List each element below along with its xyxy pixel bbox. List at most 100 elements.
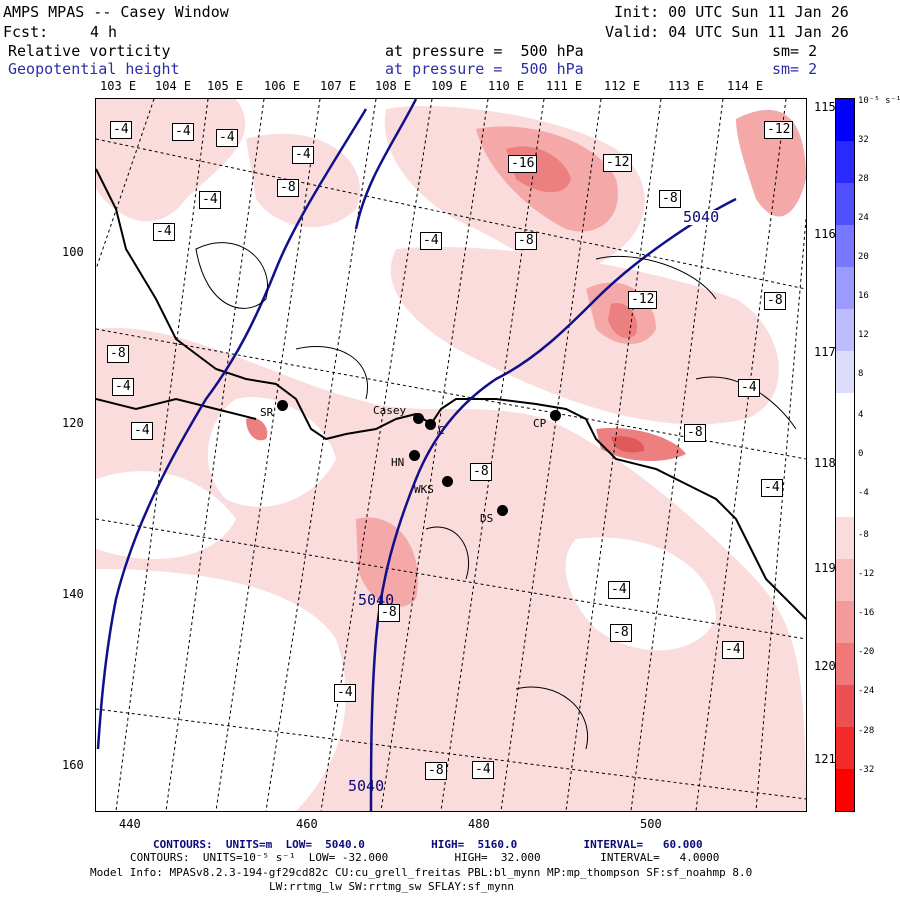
contour-label: -8 [470, 463, 492, 481]
contour-label: -4 [172, 123, 194, 141]
contour-label: -16 [508, 155, 538, 173]
top-lon-label: 105 E [207, 79, 244, 93]
top-lon-label: 107 E [320, 79, 357, 93]
left-axis-tick: 100 [62, 245, 84, 259]
colorbar-unit: 10⁻⁵ s⁻¹ [858, 96, 900, 106]
colorbar-label: -4 [858, 488, 869, 498]
top-lon-label: 111 E [546, 79, 583, 93]
contour-label: -8 [515, 232, 537, 250]
colorbar-label: -28 [858, 726, 875, 736]
top-lon-label: 103 E [100, 79, 137, 93]
contour-label: -8 [659, 190, 681, 208]
height-contour-label: 5040 [348, 777, 385, 795]
contour-label: -8 [277, 179, 299, 197]
colorbar-label: -20 [858, 647, 875, 657]
cbar-swatch [836, 309, 854, 351]
init-time: Init: 00 UTC Sun 11 Jan 26 [614, 3, 849, 21]
cbar-swatch [836, 601, 854, 643]
station-marker[interactable] [442, 476, 453, 487]
field2-smoothing: sm= 2 [772, 60, 818, 78]
colorbar-label: 20 [858, 252, 869, 262]
contour-label: -8 [107, 345, 129, 363]
height-contour-label: 5040 [683, 208, 720, 226]
contour-label: -4 [110, 121, 132, 139]
cbar-swatch [836, 727, 854, 769]
colorbar-label: -32 [858, 765, 875, 775]
colorbar-label: 16 [858, 291, 869, 301]
top-lon-label: 106 E [264, 79, 301, 93]
station-label: C [438, 424, 445, 437]
top-lon-label: 114 E [727, 79, 764, 93]
field1-name: Relative vorticity [8, 42, 171, 60]
station-marker[interactable] [497, 505, 508, 516]
cbar-swatch [836, 517, 854, 559]
cbar-swatch [836, 769, 854, 811]
contour-label: -4 [420, 232, 442, 250]
contour-label: -4 [292, 146, 314, 164]
colorbar-label: -24 [858, 686, 875, 696]
colorbar-label: 32 [858, 135, 869, 145]
station-label: Casey [373, 404, 407, 417]
contour-label: -12 [764, 121, 794, 139]
map-title: AMPS MPAS -- Casey Window [3, 3, 229, 21]
footer-vorticity-contours: CONTOURS: UNITS=10⁻⁵ s⁻¹ LOW= -32.000 HI… [130, 851, 720, 864]
colorbar-label: 8 [858, 369, 864, 379]
bottom-axis-tick: 500 [640, 817, 662, 831]
station-marker[interactable] [277, 400, 288, 411]
cbar-swatch [836, 141, 854, 183]
cbar-swatch [836, 685, 854, 727]
station-label: HN [391, 456, 405, 469]
bottom-axis-tick: 440 [119, 817, 141, 831]
colorbar-label: 28 [858, 174, 869, 184]
map-panel[interactable]: -4 -4 -4 -4 -8 -4 -4 -4 -16 -12 -12 -8 -… [95, 98, 807, 812]
station-marker[interactable] [550, 410, 561, 421]
top-lon-label: 112 E [604, 79, 641, 93]
field1-smoothing: sm= 2 [772, 42, 818, 60]
graticule-lines [96, 99, 806, 811]
contour-label: -4 [131, 422, 153, 440]
station-marker[interactable] [413, 413, 424, 424]
station-label: CP [533, 417, 547, 430]
height-contours [96, 99, 737, 811]
contour-label: -4 [153, 223, 175, 241]
contour-label: -8 [425, 762, 447, 780]
forecast-label: Fcst: [3, 23, 49, 41]
field1-level: at pressure = 500 hPa [385, 42, 584, 60]
contour-label: -4 [608, 581, 630, 599]
colorbar-label: -16 [858, 608, 875, 618]
contour-label: -8 [610, 624, 632, 642]
top-lon-label: 108 E [375, 79, 412, 93]
contour-label: -4 [112, 378, 134, 396]
colorbar-label: -12 [858, 569, 875, 579]
contour-label: -12 [603, 154, 633, 172]
colorbar-label: 0 [858, 449, 864, 459]
cbar-swatch [836, 559, 854, 601]
footer-model-info: Model Info: MPASv8.2.3-194-gf29cd82c CU:… [90, 866, 753, 879]
station-marker[interactable] [409, 450, 420, 461]
contour-label: -12 [628, 291, 658, 309]
colorbar-label: 4 [858, 410, 864, 420]
map-canvas [96, 99, 806, 811]
footer-model-info-2: LW:rrtmg_lw SW:rrtmg_sw SFLAY:sf_mynn [269, 880, 515, 893]
contour-label: -4 [199, 191, 221, 209]
field2-level: at pressure = 500 hPa [385, 60, 584, 78]
contour-label: -4 [472, 761, 494, 779]
cbar-swatch [836, 183, 854, 225]
colorbar [835, 98, 855, 812]
cbar-swatch [836, 643, 854, 685]
station-label: WKS [414, 483, 434, 496]
left-axis-tick: 140 [62, 587, 84, 601]
colorbar-label: 24 [858, 213, 869, 223]
cbar-swatch [836, 267, 854, 309]
forecast-value: 4 h [90, 23, 118, 41]
station-label: SR [260, 406, 274, 419]
top-lon-label: 109 E [431, 79, 468, 93]
top-lon-label: 110 E [488, 79, 525, 93]
contour-label: -4 [761, 479, 783, 497]
contour-label: -4 [216, 129, 238, 147]
top-lon-label: 104 E [155, 79, 192, 93]
colorbar-label: 12 [858, 330, 869, 340]
contour-label: -4 [722, 641, 744, 659]
station-marker[interactable] [425, 419, 436, 430]
left-axis-tick: 160 [62, 758, 84, 772]
